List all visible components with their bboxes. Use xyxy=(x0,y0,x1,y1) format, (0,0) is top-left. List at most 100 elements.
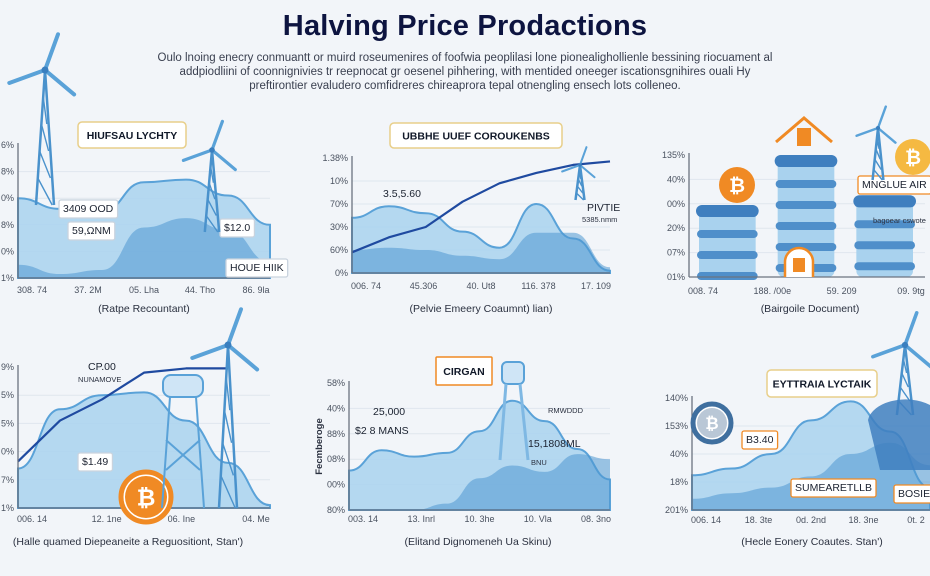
annotation-label: 59,ΩNM xyxy=(72,225,111,237)
annotation-label: MNGLUE AIR xyxy=(862,179,927,191)
x-tick-label: 86. 9la xyxy=(242,285,269,295)
page-title: Halving Price Prodactions xyxy=(282,10,648,42)
decorations: ₿ ₿ ₿ ₿ xyxy=(7,32,930,525)
annotation-label: $12.0 xyxy=(224,222,250,234)
turbine-brace xyxy=(205,215,219,233)
bitcoin-coin-icon: ₿ xyxy=(690,401,734,445)
turbine-brace xyxy=(225,377,231,411)
arch-inner xyxy=(793,258,805,272)
chart-panel-2: 1.38% 10% 70% 30% 60% 0%006. 74 45.306 40. Ut8 1… xyxy=(322,122,620,315)
turbine-blade xyxy=(210,119,224,152)
x-tick-label: 45.306 xyxy=(410,281,438,291)
bar-cap xyxy=(853,195,916,208)
turbine-brace xyxy=(575,192,585,201)
water-tower-icon xyxy=(161,374,205,509)
annotation-label: 15,1808ML xyxy=(528,438,581,450)
y-tick-label: 1.38% xyxy=(322,153,348,163)
turbine-blade xyxy=(210,148,237,172)
turbine-brace xyxy=(576,185,584,194)
area-series-2 xyxy=(18,218,270,278)
annotation-label: PIVTIE xyxy=(587,202,620,214)
annotation-label: $2 8 MANS xyxy=(355,425,409,437)
water-tower-icon xyxy=(498,361,530,461)
y-tick-label: 9% xyxy=(1,362,14,372)
annotation-box xyxy=(741,430,779,450)
chart-title-box xyxy=(77,121,187,149)
turbine-blade xyxy=(903,343,930,369)
x-tick-label: 008. 74 xyxy=(688,286,718,296)
y-axis-label: Fecmberoge xyxy=(314,418,325,475)
turbine-blade xyxy=(876,126,897,144)
y-tick-label: 08% xyxy=(327,454,345,464)
bar-stripe xyxy=(854,241,915,250)
coin-face xyxy=(697,408,727,438)
turbine-blade xyxy=(855,126,880,137)
tower-tank xyxy=(501,361,525,385)
x-axis-caption: (Halle quamed Diepeaneite a Reguositiont… xyxy=(13,536,243,548)
chart-title: CIRGAN xyxy=(443,366,484,378)
y-tick-label: 20% xyxy=(667,223,685,233)
bar-stripe xyxy=(775,201,837,209)
x-tick-label: 003. 14 xyxy=(348,514,378,524)
x-tick-label: 10. Vla xyxy=(524,514,552,524)
x-tick-label: 12. 1ne xyxy=(92,514,122,524)
page-subtitle: Oulo lnoing enecry conmuantt or muird ro… xyxy=(157,52,773,92)
bar-stripe xyxy=(775,243,837,251)
x-tick-label: 0d. 2nd xyxy=(796,515,826,525)
turbine-brace xyxy=(220,475,236,509)
x-tick-label: 17. 109 xyxy=(581,281,611,291)
turbine-brace xyxy=(902,358,908,374)
y-tick-label: 0% xyxy=(1,246,14,256)
y-tick-label: 8% xyxy=(1,220,14,230)
y-tick-label: 07% xyxy=(667,248,685,258)
y-tick-label: 201% xyxy=(665,505,688,515)
x-tick-label: 06. Ine xyxy=(168,514,196,524)
turbine-hub xyxy=(209,147,215,153)
annotation-label: CP.00 xyxy=(88,361,116,373)
annotation-box xyxy=(790,478,877,498)
turbine-brace xyxy=(40,123,50,152)
x-tick-label: 37. 2M xyxy=(74,285,102,295)
bar-stripe xyxy=(854,220,915,229)
dome-structure-icon xyxy=(868,399,930,470)
y-tick-label: 70% xyxy=(330,199,348,209)
chart-panel-1: 6% 8% 0% 8% 0% 1%308. 74 37. 2M 05. Lha 44. Tho 8… xyxy=(1,121,289,315)
annotation-label: RMWDDD xyxy=(548,406,584,415)
turbine-hub xyxy=(224,341,232,349)
x-tick-label: 40. Ut8 xyxy=(466,281,495,291)
turbine-brace xyxy=(38,150,52,179)
chart-title: EYTTRAIA LYCTAIK xyxy=(773,379,872,391)
tower-legs xyxy=(498,383,530,461)
x-tick-label: 10. 3he xyxy=(464,514,494,524)
y-tick-label: 7% xyxy=(1,475,14,485)
wind-turbine-icon xyxy=(7,32,77,206)
x-tick-label: 09. 9tg xyxy=(897,286,925,296)
turbine-blade xyxy=(43,32,60,72)
chart-title-box xyxy=(389,122,563,149)
y-tick-label: 5% xyxy=(1,418,14,428)
annotation-box xyxy=(77,452,114,472)
bar-stripe xyxy=(697,230,758,239)
x-tick-label: 006. 14 xyxy=(17,514,47,524)
turbine-blade xyxy=(43,68,77,97)
x-tick-label: 59. 209 xyxy=(827,286,857,296)
x-tick-label: 188. /00e xyxy=(754,286,792,296)
annotation-box xyxy=(857,175,930,195)
x-axis-caption: (Bairgoile Document) xyxy=(761,303,860,315)
dome xyxy=(868,399,930,470)
turbine-brace xyxy=(42,96,48,125)
turbine-hub xyxy=(901,341,909,349)
turbine-brace xyxy=(221,442,235,476)
house-roof xyxy=(775,116,833,144)
bitcoin-coin-icon: ₿ xyxy=(118,469,174,525)
y-tick-label: 00% xyxy=(667,199,685,209)
turbine-blade xyxy=(876,105,887,130)
x-tick-label: 308. 74 xyxy=(17,285,47,295)
turbine-blade xyxy=(226,307,243,347)
annotation-label: HOUE HIIK xyxy=(230,262,284,274)
bitcoin-symbol: ₿ xyxy=(729,175,745,197)
bar-stripe xyxy=(854,262,915,271)
tower-legs xyxy=(161,396,205,509)
turbine-brace xyxy=(208,182,216,200)
